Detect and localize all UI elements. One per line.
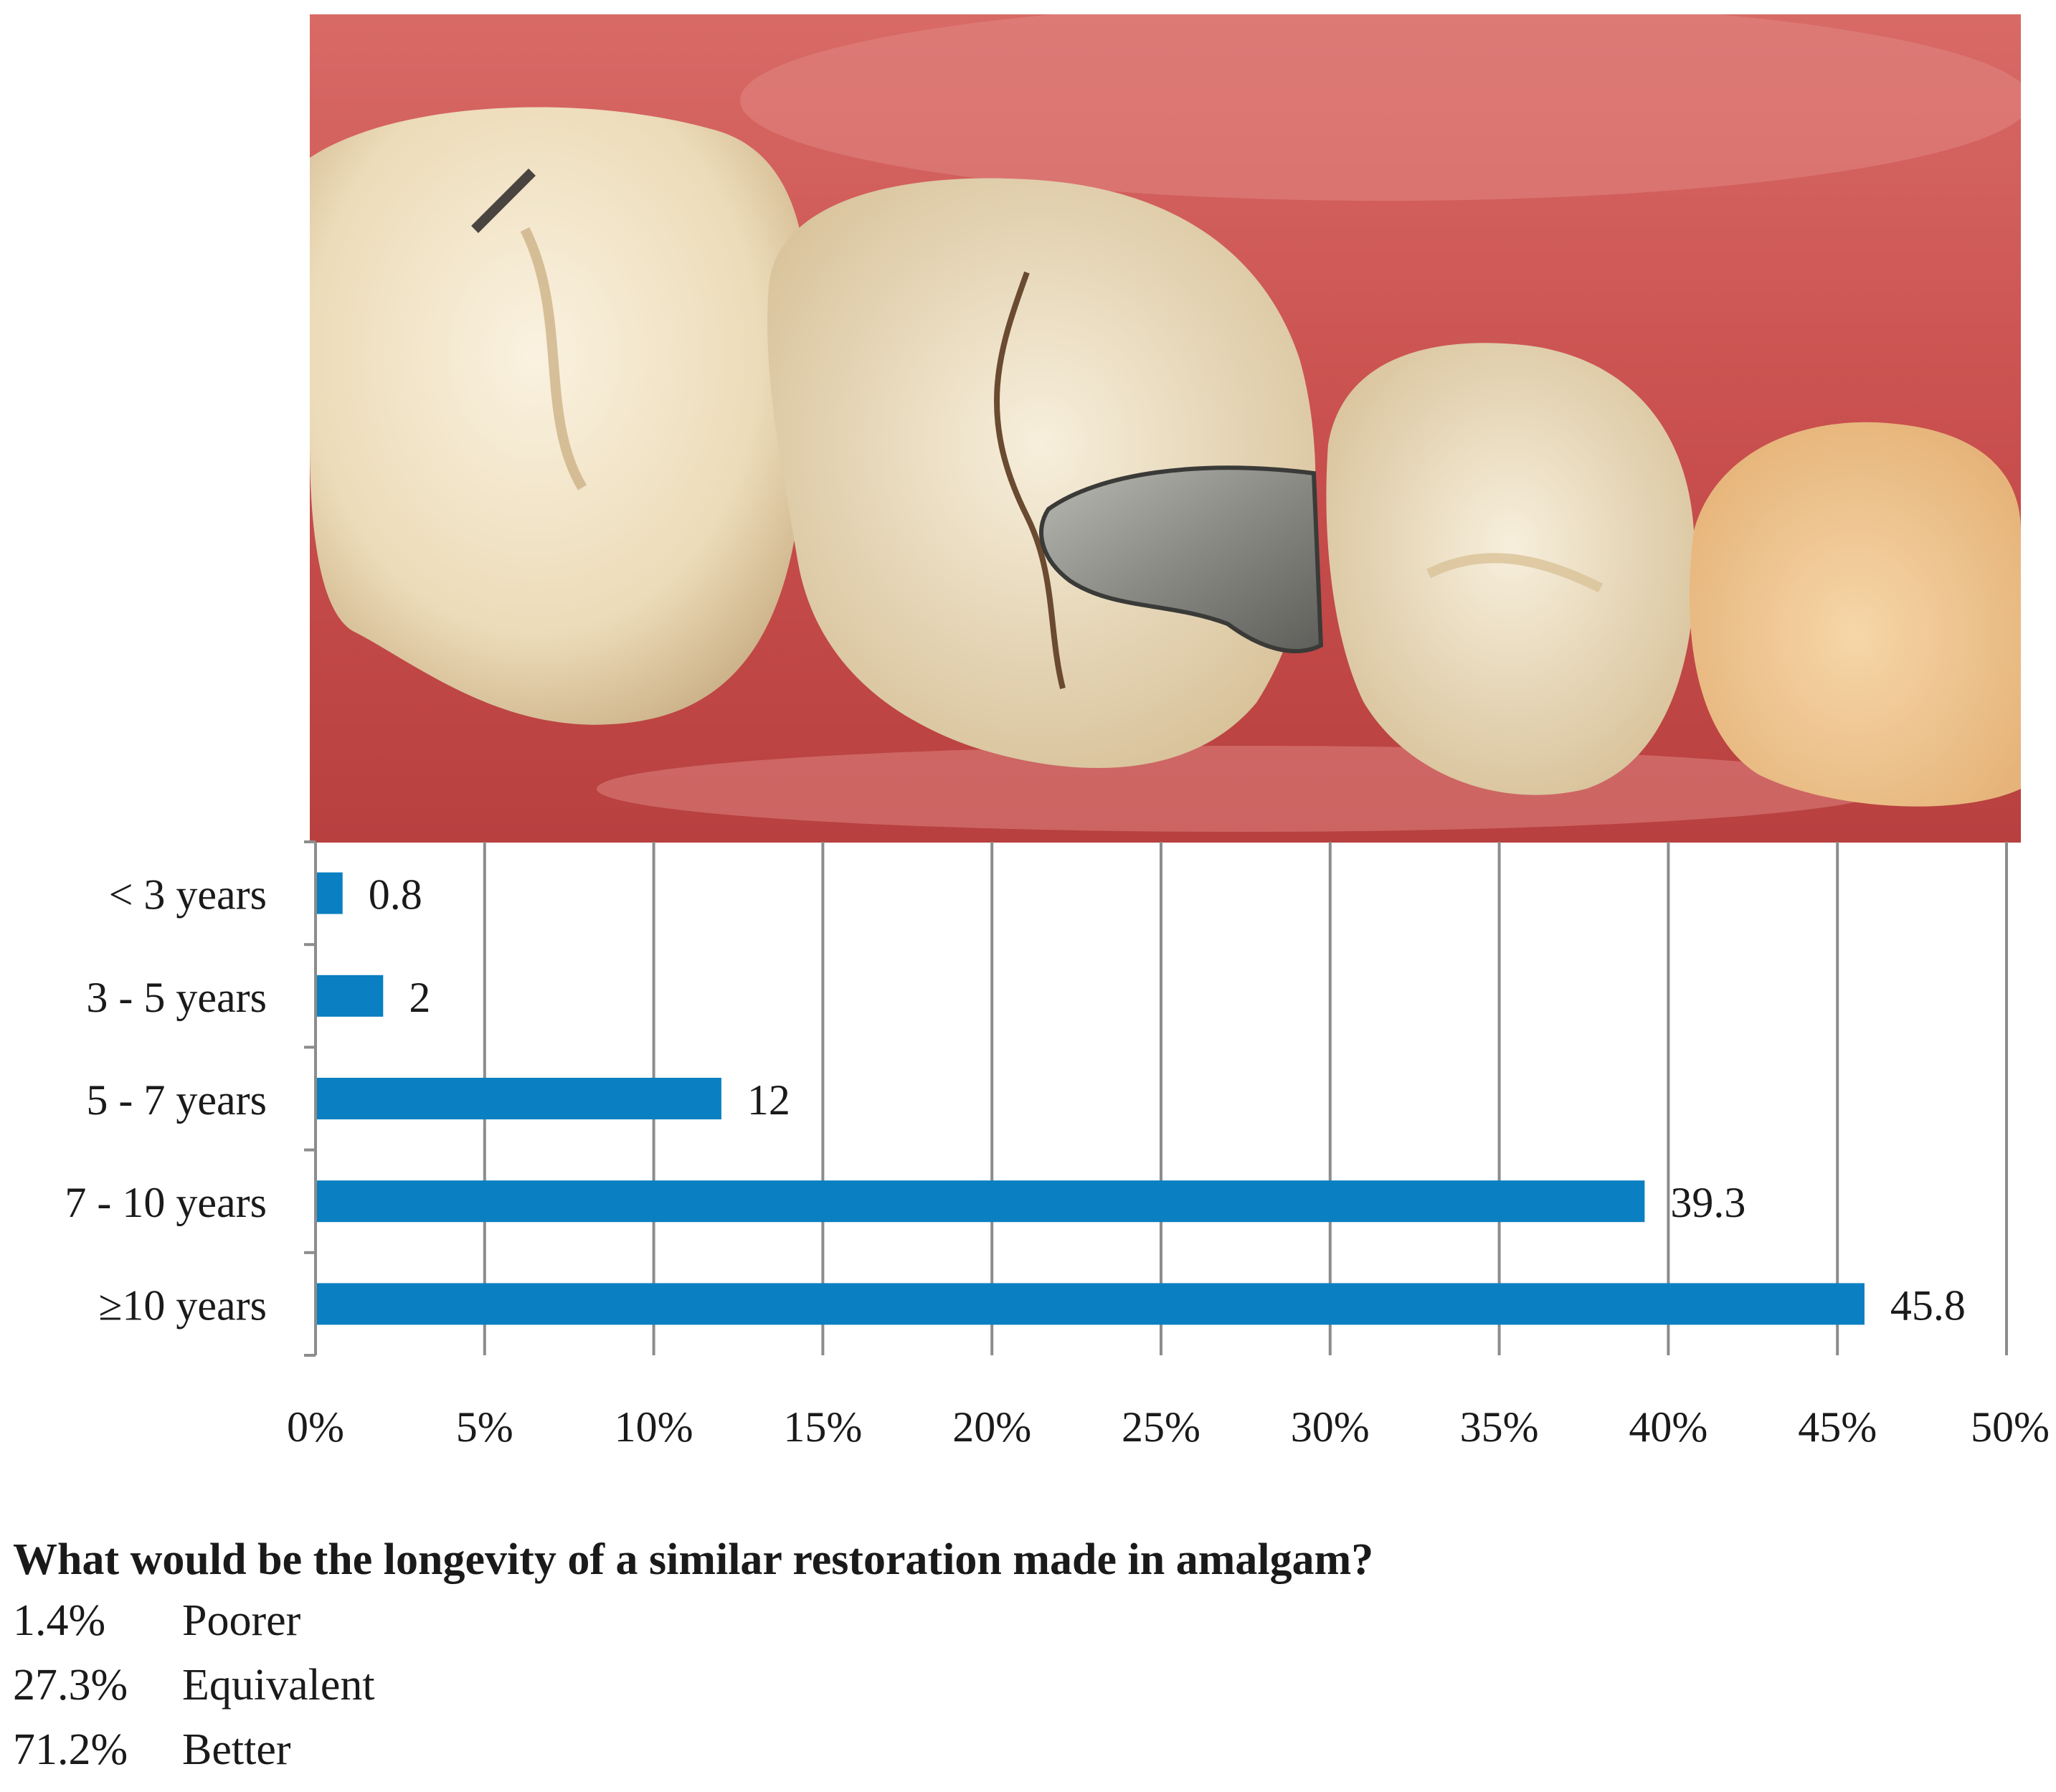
answer-label: Equivalent [182, 1661, 375, 1710]
x-axis-tick-labels: 0% 5% 10% 15% 20% 25% 30% 35% 40% 45% 50% [287, 1403, 2050, 1451]
gum-highlight [740, 14, 2021, 201]
x-tick-label: 0% [287, 1403, 344, 1451]
category-label: 5 - 7 years [86, 1076, 267, 1124]
molar-center-crack [994, 271, 1066, 689]
tooth-photo [310, 14, 2021, 843]
bar [317, 1283, 1865, 1325]
answer-percent: 27.3% [13, 1661, 128, 1710]
bar [317, 975, 384, 1017]
bar-value-label: 45.8 [1890, 1281, 1966, 1329]
x-tick-label: 50% [1971, 1403, 2050, 1451]
x-tick-label: 15% [783, 1403, 862, 1451]
bar [317, 1078, 721, 1119]
answer-row: 27.3% Equivalent [13, 1660, 375, 1711]
x-tick-label: 30% [1291, 1403, 1370, 1451]
x-tick-label: 5% [456, 1403, 513, 1451]
category-label: < 3 years [109, 871, 267, 919]
bar-value-label: 2 [409, 974, 430, 1021]
premolar-groove [1426, 553, 1603, 593]
bar [317, 872, 343, 914]
category-label: 3 - 5 years [86, 974, 267, 1021]
bar-value-label: 0.8 [369, 871, 422, 919]
longevity-bar-chart: 0.8 2 12 39.3 45.8 < 3 years 3 - 5 years 5 - 7… [65, 840, 2050, 1451]
x-tick-label: 45% [1798, 1403, 1877, 1451]
molar-center [767, 178, 1316, 768]
amalgam-filling [1039, 465, 1324, 653]
answer-percent: 71.2% [13, 1725, 128, 1774]
answer-percent: 1.4% [13, 1596, 106, 1645]
bar [317, 1180, 1645, 1223]
x-tick-label: 40% [1629, 1403, 1707, 1451]
canine [1690, 422, 2021, 807]
x-tick-label: 35% [1460, 1403, 1539, 1451]
x-tick-label: 10% [615, 1403, 693, 1451]
bars: 0.8 2 12 39.3 45.8 [317, 871, 1966, 1329]
answer-label: Poorer [182, 1596, 301, 1645]
premolar [1326, 343, 1695, 795]
y-axis: < 3 years 3 - 5 years 5 - 7 years 7 - 10 ye… [65, 840, 317, 1357]
answer-row: 71.2% Better [13, 1725, 291, 1776]
x-tick-label: 25% [1122, 1403, 1200, 1451]
category-label: ≥10 years [98, 1281, 267, 1329]
x-tick-label: 20% [952, 1403, 1031, 1451]
answer-row: 1.4% Poorer [13, 1596, 300, 1646]
gum-lower-highlight [597, 746, 1887, 832]
bar-value-label: 39.3 [1670, 1179, 1745, 1226]
question-title: What would be the longevity of a similar… [13, 1535, 1374, 1584]
category-label: 7 - 10 years [65, 1179, 267, 1226]
molar-left-stain [471, 169, 536, 233]
molar-left-groove [520, 227, 587, 490]
bar-value-label: 12 [747, 1076, 790, 1124]
answer-label: Better [182, 1725, 291, 1774]
